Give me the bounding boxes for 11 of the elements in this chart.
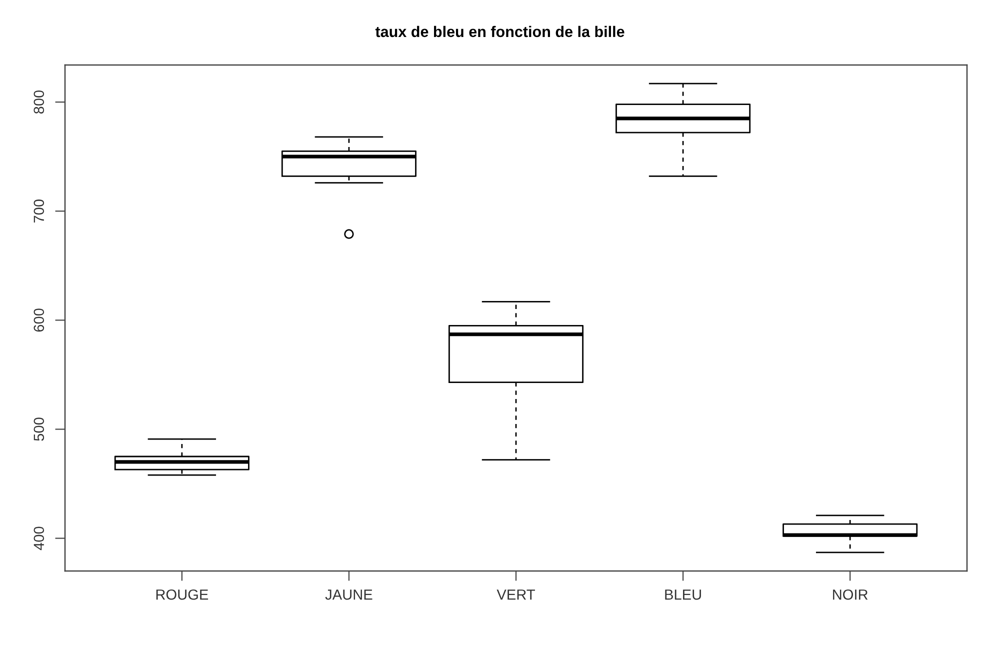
y-tick-label: 800 xyxy=(34,90,44,114)
y-tick-label: 700 xyxy=(34,200,44,223)
x-tick-label: JAUNE xyxy=(325,590,372,600)
chart-title: taux de bleu en fonction de la bille xyxy=(375,26,624,38)
y-tick-label: 400 xyxy=(34,526,44,550)
x-tick-label: ROUGE xyxy=(156,589,208,600)
y-tick-label: 600 xyxy=(34,308,44,332)
x-tick-label: VERT xyxy=(496,590,535,600)
y-tick-label: 500 xyxy=(34,418,44,441)
x-tick-label: BLEU xyxy=(665,590,701,600)
x-tick-label: NOIR xyxy=(833,589,868,600)
